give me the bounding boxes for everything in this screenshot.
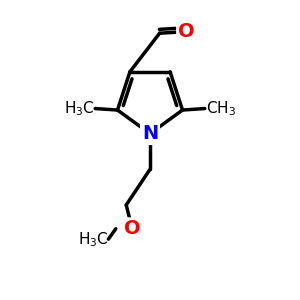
Text: H$_3$C: H$_3$C (64, 99, 94, 118)
Text: H$_3$C: H$_3$C (78, 230, 109, 248)
Text: O: O (124, 219, 140, 238)
Text: CH$_3$: CH$_3$ (206, 99, 236, 118)
Text: N: N (142, 124, 158, 143)
Text: O: O (178, 22, 195, 41)
